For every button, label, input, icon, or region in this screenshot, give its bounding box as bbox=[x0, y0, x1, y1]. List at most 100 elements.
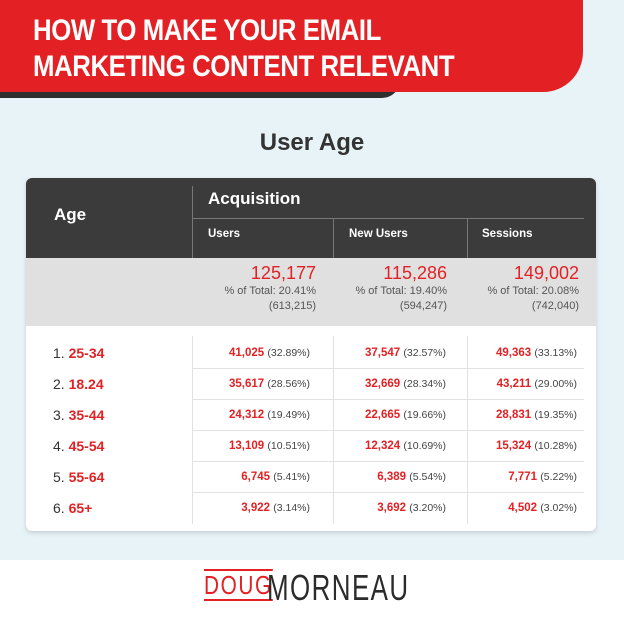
users-cell: 13,109 (10.51%) bbox=[229, 440, 310, 452]
cell-value: 24,312 bbox=[229, 409, 265, 421]
cell-value: 7,771 bbox=[508, 471, 538, 483]
cell-value: 37,547 bbox=[365, 347, 401, 359]
sessions-cell: 43,211 (29.00%) bbox=[497, 378, 577, 390]
age-range: 65+ bbox=[68, 500, 93, 516]
cell-percent: (10.28%) bbox=[534, 440, 577, 452]
cell-percent: (19.49%) bbox=[267, 409, 310, 421]
cell-percent: (3.02%) bbox=[540, 502, 577, 514]
cell-value: 15,324 bbox=[496, 440, 532, 452]
users-total: 125,177 % of Total: 20.41% (613,215) bbox=[192, 263, 316, 313]
footer: DOUG MORNEAU bbox=[0, 560, 624, 624]
cell-percent: (33.13%) bbox=[534, 347, 577, 359]
cell-percent: (19.35%) bbox=[534, 409, 577, 421]
cell-value: 6,389 bbox=[377, 471, 407, 483]
total-base: (594,247) bbox=[399, 300, 447, 312]
sessions-cell: 28,831 (19.35%) bbox=[496, 409, 577, 421]
cell-percent: (5.22%) bbox=[540, 471, 577, 483]
cell-value: 32,669 bbox=[365, 378, 401, 390]
table-row: 1. 25-34 41,025 (32.89%) 37,547 (32.57%)… bbox=[26, 338, 596, 368]
sessions-cell: 49,363 (33.13%) bbox=[496, 347, 577, 359]
cell-percent: (10.51%) bbox=[267, 440, 310, 452]
users-column-header: Users bbox=[208, 228, 240, 240]
users-cell: 24,312 (19.49%) bbox=[229, 409, 310, 421]
acquisition-group-header: Acquisition bbox=[208, 189, 301, 208]
sessions-column-header: Sessions bbox=[482, 228, 533, 240]
row-separator bbox=[192, 399, 584, 400]
row-separator bbox=[192, 461, 584, 462]
cell-percent: (3.14%) bbox=[273, 502, 310, 514]
cell-value: 22,665 bbox=[365, 409, 401, 421]
cell-value: 28,831 bbox=[496, 409, 532, 421]
sessions-cell: 4,502 (3.02%) bbox=[508, 502, 577, 514]
table-row: 5. 55-64 6,745 (5.41%) 6,389 (5.54%) 7,7… bbox=[26, 462, 596, 492]
logo-morneau: MORNEAU bbox=[267, 567, 410, 608]
sessions-cell: 15,324 (10.28%) bbox=[496, 440, 577, 452]
users-cell: 6,745 (5.41%) bbox=[241, 471, 310, 483]
rank-number: 5. bbox=[53, 469, 65, 485]
cell-percent: (19.66%) bbox=[403, 409, 446, 421]
row-separator bbox=[192, 430, 584, 431]
age-range: 55-64 bbox=[68, 469, 105, 485]
banner-title: HOW TO MAKE YOUR EMAIL MARKETING CONTENT… bbox=[33, 13, 480, 85]
age-rank: 2. 18.24 bbox=[53, 376, 104, 392]
cell-value: 3,922 bbox=[241, 502, 271, 514]
cell-value: 3,692 bbox=[377, 502, 407, 514]
users-cell: 35,617 (28.56%) bbox=[229, 378, 310, 390]
header-divider bbox=[333, 218, 334, 258]
total-value: 125,177 bbox=[250, 263, 316, 283]
table-header: Age Acquisition Users New Users Sessions bbox=[26, 178, 596, 258]
section-title: User Age bbox=[259, 129, 365, 156]
age-rank: 4. 45-54 bbox=[53, 438, 104, 454]
age-rank: 3. 35-44 bbox=[53, 407, 104, 423]
new-users-total: 115,286 % of Total: 19.40% (594,247) bbox=[333, 263, 447, 313]
total-percent: % of Total: 19.40% bbox=[355, 285, 447, 297]
sessions-cell: 7,771 (5.22%) bbox=[508, 471, 577, 483]
cell-percent: (32.89%) bbox=[267, 347, 310, 359]
rank-number: 6. bbox=[53, 500, 65, 516]
total-base: (742,040) bbox=[531, 300, 579, 312]
logo-doug: DOUG bbox=[204, 569, 273, 601]
cell-value: 43,211 bbox=[496, 378, 532, 390]
cell-value: 13,109 bbox=[229, 440, 265, 452]
table-row: 2. 18.24 35,617 (28.56%) 32,669 (28.34%)… bbox=[26, 369, 596, 399]
cell-percent: (28.34%) bbox=[403, 378, 446, 390]
row-separator bbox=[192, 368, 584, 369]
cell-percent: (28.56%) bbox=[267, 378, 310, 390]
total-percent: % of Total: 20.08% bbox=[487, 285, 579, 297]
new-users-cell: 12,324 (10.69%) bbox=[365, 440, 446, 452]
cell-value: 12,324 bbox=[365, 440, 401, 452]
new-users-cell: 3,692 (3.20%) bbox=[377, 502, 446, 514]
row-separator bbox=[192, 492, 584, 493]
users-cell: 41,025 (32.89%) bbox=[229, 347, 310, 359]
age-range: 25-34 bbox=[68, 345, 105, 361]
table-row: 4. 45-54 13,109 (10.51%) 12,324 (10.69%)… bbox=[26, 431, 596, 461]
cell-percent: (29.00%) bbox=[534, 378, 577, 390]
cell-percent: (3.20%) bbox=[409, 502, 446, 514]
rank-number: 3. bbox=[53, 407, 65, 423]
cell-value: 4,502 bbox=[508, 502, 538, 514]
age-range: 35-44 bbox=[68, 407, 105, 423]
cell-value: 49,363 bbox=[496, 347, 532, 359]
cell-percent: (5.54%) bbox=[409, 471, 446, 483]
cell-percent: (10.69%) bbox=[403, 440, 446, 452]
table-row: 3. 35-44 24,312 (19.49%) 22,665 (19.66%)… bbox=[26, 400, 596, 430]
header-divider bbox=[192, 186, 193, 258]
total-base: (613,215) bbox=[268, 300, 316, 312]
rank-number: 1. bbox=[53, 345, 65, 361]
age-rank: 1. 25-34 bbox=[53, 345, 104, 361]
rank-number: 2. bbox=[53, 376, 65, 392]
banner-title-line-1: HOW TO MAKE YOUR EMAIL bbox=[33, 14, 381, 47]
title-banner: HOW TO MAKE YOUR EMAIL MARKETING CONTENT… bbox=[0, 0, 583, 92]
new-users-cell: 6,389 (5.54%) bbox=[377, 471, 446, 483]
cell-value: 35,617 bbox=[229, 378, 265, 390]
totals-row: 125,177 % of Total: 20.41% (613,215) 115… bbox=[26, 258, 596, 326]
age-rank: 5. 55-64 bbox=[53, 469, 104, 485]
cell-percent: (5.41%) bbox=[273, 471, 310, 483]
new-users-column-header: New Users bbox=[349, 228, 408, 240]
table-row: 6. 65+ 3,922 (3.14%) 3,692 (3.20%) 4,502… bbox=[26, 493, 596, 523]
users-cell: 3,922 (3.14%) bbox=[241, 502, 310, 514]
total-value: 149,002 bbox=[513, 263, 579, 283]
rank-number: 4. bbox=[53, 438, 65, 454]
cell-value: 41,025 bbox=[229, 347, 265, 359]
sessions-total: 149,002 % of Total: 20.08% (742,040) bbox=[467, 263, 579, 313]
